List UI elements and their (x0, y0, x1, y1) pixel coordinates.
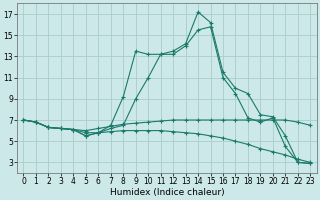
X-axis label: Humidex (Indice chaleur): Humidex (Indice chaleur) (109, 188, 224, 197)
